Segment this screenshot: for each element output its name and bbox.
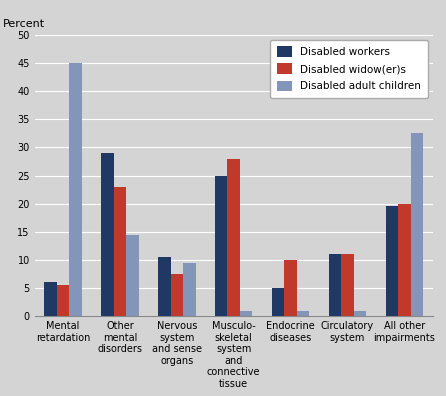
- Bar: [354, 310, 366, 316]
- Bar: [170, 274, 183, 316]
- Bar: [183, 263, 196, 316]
- Bar: [158, 257, 170, 316]
- Bar: [240, 310, 252, 316]
- Bar: [398, 204, 411, 316]
- Bar: [411, 133, 423, 316]
- Legend: Disabled workers, Disabled widow(er)s, Disabled adult children: Disabled workers, Disabled widow(er)s, D…: [270, 40, 428, 98]
- Bar: [272, 288, 285, 316]
- Bar: [57, 285, 69, 316]
- Bar: [227, 159, 240, 316]
- Bar: [215, 175, 227, 316]
- Text: Percent: Percent: [3, 19, 45, 29]
- Bar: [69, 63, 82, 316]
- Bar: [329, 254, 341, 316]
- Bar: [341, 254, 354, 316]
- Bar: [44, 282, 57, 316]
- Bar: [101, 153, 114, 316]
- Bar: [285, 260, 297, 316]
- Bar: [114, 187, 126, 316]
- Bar: [297, 310, 310, 316]
- Bar: [126, 234, 139, 316]
- Bar: [386, 206, 398, 316]
